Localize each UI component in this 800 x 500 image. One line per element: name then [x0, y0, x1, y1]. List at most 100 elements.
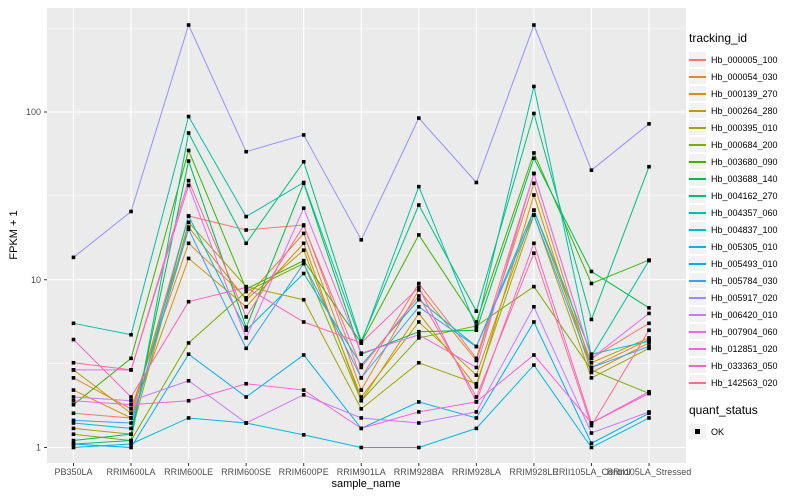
data-point-marker [532, 320, 536, 324]
y-tick-label: 100 [26, 107, 41, 117]
tracking-legend-title: tracking_id [689, 31, 748, 45]
line-key-icon [689, 222, 706, 237]
data-point-marker [417, 311, 421, 316]
data-point-marker [417, 281, 421, 286]
data-point-marker [186, 256, 191, 261]
data-point-marker [647, 306, 651, 310]
data-point-marker [71, 411, 76, 416]
data-point-marker [244, 325, 248, 330]
data-point-marker [71, 445, 76, 450]
data-point-marker [532, 151, 536, 155]
data-point-marker [647, 339, 651, 344]
data-point-marker [589, 269, 594, 274]
line-key-icon [689, 205, 706, 220]
data-point-marker [532, 353, 536, 357]
data-point-marker [129, 395, 133, 399]
data-point-marker [417, 329, 421, 334]
data-point-marker [129, 421, 133, 425]
data-point-marker [359, 363, 364, 367]
data-point-marker [417, 445, 421, 450]
data-point-marker [186, 159, 191, 163]
x-tick-label: RRIM928LA [452, 467, 501, 477]
data-point-marker [71, 432, 76, 437]
quant-legend-title: quant_status [689, 403, 758, 417]
data-point-marker [589, 421, 594, 425]
data-point-marker [359, 395, 364, 399]
data-point-marker [474, 365, 479, 370]
data-point-marker [71, 402, 76, 407]
black-square-key-icon [689, 424, 706, 439]
data-point-marker [301, 433, 306, 437]
line-key-icon [689, 171, 706, 186]
data-point-marker [359, 376, 364, 380]
data-point-marker [71, 388, 76, 392]
data-point-marker [359, 416, 364, 420]
data-point-marker [647, 321, 651, 326]
data-point-marker [532, 84, 536, 89]
y-tick-label: 10 [31, 275, 41, 285]
data-point-marker [359, 388, 364, 392]
data-point-marker [417, 294, 421, 298]
data-point-marker [417, 116, 421, 120]
data-point-marker [301, 206, 306, 211]
data-point-marker [359, 351, 364, 355]
data-point-marker [532, 23, 536, 27]
data-point-marker [301, 388, 306, 392]
data-point-marker [359, 398, 364, 403]
legend-entry-label: Hb_000054_030 [711, 71, 778, 82]
legend-entry-label: Hb_005305_010 [711, 241, 778, 252]
data-point-marker [71, 398, 76, 403]
legend-entry-Hb_005917_020: Hb_005917_020 [689, 289, 799, 306]
data-point-marker [244, 421, 248, 425]
legend-entry-Hb_000395_010: Hb_000395_010 [689, 119, 799, 136]
data-point-marker [532, 181, 536, 186]
data-point-marker [301, 241, 306, 246]
data-point-marker [589, 365, 594, 370]
legend-entry-label: Hb_006420_010 [711, 309, 778, 320]
data-point-marker [532, 208, 536, 212]
data-point-marker [129, 411, 133, 416]
data-point-marker [244, 149, 248, 154]
data-point-marker [417, 233, 421, 237]
data-point-marker [71, 321, 76, 326]
x-tick-label: RRIM600PE [279, 467, 329, 477]
data-point-marker [474, 309, 479, 313]
data-point-marker [301, 393, 306, 397]
legend-entry-Hb_006420_010: Hb_006420_010 [689, 306, 799, 323]
data-point-marker [244, 285, 248, 290]
data-point-marker [71, 395, 76, 399]
legend-entry-label: Hb_000264_280 [711, 105, 778, 116]
legend-entry-Hb_003688_140: Hb_003688_140 [689, 170, 799, 187]
data-point-marker [71, 438, 76, 443]
data-point-marker [186, 220, 191, 225]
data-point-marker [244, 328, 248, 333]
data-point-marker [532, 193, 536, 197]
line-key-icon [689, 137, 706, 152]
data-point-marker [71, 421, 76, 425]
legend-entry-Hb_000684_200: Hb_000684_200 [689, 136, 799, 153]
legend-entry-Hb_142563_020: Hb_142563_020 [689, 374, 799, 391]
data-point-marker [129, 332, 133, 337]
data-point-marker [474, 356, 479, 361]
data-point-marker [301, 180, 306, 185]
data-point-marker [244, 214, 248, 219]
data-point-marker [532, 284, 536, 289]
data-point-marker [186, 225, 191, 229]
data-point-marker [301, 297, 306, 302]
legend-entry-label: Hb_004357_060 [711, 207, 778, 218]
data-point-marker [589, 354, 594, 359]
data-point-marker [186, 241, 191, 246]
legend-entry-label: Hb_004837_100 [711, 224, 778, 235]
x-tick-label: RRIM600LE [164, 467, 213, 477]
data-point-marker [186, 352, 191, 356]
data-point-marker [301, 353, 306, 357]
data-point-marker [589, 431, 594, 435]
data-point-marker [71, 337, 76, 342]
data-point-marker [186, 178, 191, 183]
data-point-marker [417, 297, 421, 302]
data-point-marker [589, 352, 594, 356]
data-point-marker [129, 445, 133, 450]
data-point-marker [71, 255, 76, 260]
data-point-marker [359, 341, 364, 345]
